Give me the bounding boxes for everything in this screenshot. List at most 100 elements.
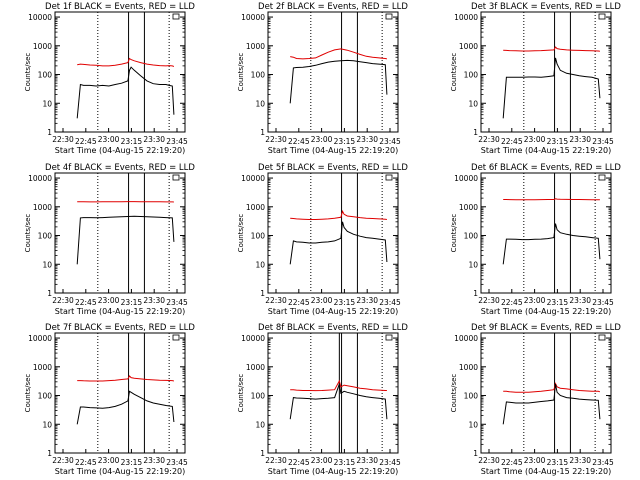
x-tick-label: 23:45 bbox=[379, 458, 401, 467]
x-tick-label: 23:15 bbox=[121, 298, 143, 307]
plot-area-frame bbox=[480, 172, 612, 294]
x-tick-label: 22:45 bbox=[75, 298, 97, 307]
panel-5: Det 5f BLACK = Events, RED = LLD 1 10 100 10… bbox=[237, 163, 408, 316]
x-tick-label: 23:00 bbox=[311, 456, 333, 465]
series-line-lld bbox=[503, 198, 600, 201]
x-tick-label: 22:30 bbox=[265, 135, 287, 144]
panel-4: Det 4f BLACK = Events, RED = LLD 1 10 100 10… bbox=[24, 163, 195, 316]
x-tick-label: 23:15 bbox=[334, 137, 356, 146]
y-tick-label: 1 bbox=[473, 128, 478, 137]
panel-title: Det 7f BLACK = Events, RED = LLD bbox=[45, 323, 195, 333]
x-axis-label: Start Time (04-Aug-15 22:19:20) bbox=[481, 467, 612, 476]
y-tick-label: 10 bbox=[42, 260, 52, 269]
y-tick-label: 1 bbox=[47, 449, 52, 458]
y-axis-label: Counts/sec bbox=[450, 374, 458, 413]
x-tick-label: 23:45 bbox=[166, 137, 188, 146]
y-tick-label: 1000 bbox=[246, 363, 265, 372]
plot-area-frame bbox=[267, 172, 399, 294]
y-tick-label: 1 bbox=[47, 289, 52, 298]
plot-area-frame bbox=[480, 332, 612, 454]
y-tick-label: 1 bbox=[473, 289, 478, 298]
x-tick-label: 23:15 bbox=[121, 458, 143, 467]
y-tick-label: 10000 bbox=[241, 13, 265, 22]
x-tick-label: 23:00 bbox=[524, 296, 546, 305]
series-line-lld bbox=[503, 46, 600, 52]
x-tick-label: 22:30 bbox=[52, 135, 74, 144]
series-line-events bbox=[76, 390, 175, 425]
y-axis-label: Counts/sec bbox=[24, 53, 32, 92]
x-axis-label: Start Time (04-Aug-15 22:19:20) bbox=[268, 146, 399, 155]
y-tick-label: 100 bbox=[251, 392, 266, 401]
series-line-events bbox=[76, 66, 175, 119]
plot-area-frame bbox=[480, 11, 612, 133]
y-tick-label: 10 bbox=[468, 260, 478, 269]
x-tick-label: 23:30 bbox=[143, 135, 165, 144]
x-tick-label: 23:45 bbox=[592, 137, 614, 146]
series-line-events bbox=[502, 223, 601, 265]
x-tick-label: 22:30 bbox=[478, 135, 500, 144]
y-tick-label: 10 bbox=[42, 420, 52, 429]
y-tick-label: 10000 bbox=[454, 13, 478, 22]
series-line-events bbox=[76, 215, 175, 265]
y-tick-label: 1000 bbox=[246, 42, 265, 51]
corner-marker bbox=[598, 174, 606, 181]
series-line-lld bbox=[77, 375, 175, 382]
x-tick-label: 23:30 bbox=[569, 296, 591, 305]
corner-marker bbox=[172, 13, 180, 20]
panel-7: Det 7f BLACK = Events, RED = LLD 1 10 100 10… bbox=[24, 323, 195, 476]
series-line-lld bbox=[503, 382, 601, 393]
y-tick-label: 10 bbox=[468, 99, 478, 108]
series-line-events bbox=[502, 384, 601, 425]
y-tick-label: 1000 bbox=[459, 42, 478, 51]
x-tick-label: 23:00 bbox=[98, 296, 120, 305]
x-tick-label: 23:30 bbox=[356, 456, 378, 465]
y-tick-label: 10000 bbox=[28, 13, 52, 22]
plot-area-frame bbox=[54, 11, 186, 133]
x-tick-label: 23:30 bbox=[356, 296, 378, 305]
panel-title: Det 9f BLACK = Events, RED = LLD bbox=[471, 323, 621, 333]
y-axis-label: Counts/sec bbox=[450, 53, 458, 92]
x-tick-label: 22:45 bbox=[288, 137, 310, 146]
x-tick-label: 23:00 bbox=[311, 296, 333, 305]
x-tick-label: 22:30 bbox=[265, 456, 287, 465]
x-tick-label: 23:00 bbox=[98, 135, 120, 144]
y-tick-label: 100 bbox=[464, 232, 479, 241]
x-tick-label: 23:30 bbox=[569, 456, 591, 465]
series-line-events bbox=[289, 382, 388, 420]
x-tick-label: 23:00 bbox=[524, 135, 546, 144]
panel-1: Det 1f BLACK = Events, RED = LLD 1 10 100 10… bbox=[24, 2, 195, 155]
series-line-lld bbox=[290, 209, 387, 220]
y-tick-label: 10000 bbox=[241, 174, 265, 183]
y-tick-label: 100 bbox=[251, 232, 266, 241]
x-tick-label: 23:15 bbox=[547, 458, 569, 467]
y-tick-label: 1 bbox=[47, 128, 52, 137]
panel-title: Det 5f BLACK = Events, RED = LLD bbox=[258, 163, 408, 173]
panel-9: Det 9f BLACK = Events, RED = LLD 1 10 100 10… bbox=[450, 323, 621, 476]
x-axis-label: Start Time (04-Aug-15 22:19:20) bbox=[268, 307, 399, 316]
x-tick-label: 22:45 bbox=[75, 458, 97, 467]
y-tick-label: 1 bbox=[473, 449, 478, 458]
x-tick-label: 22:45 bbox=[501, 137, 523, 146]
plot-area-frame bbox=[267, 332, 399, 454]
x-tick-label: 23:00 bbox=[98, 456, 120, 465]
x-axis-label: Start Time (04-Aug-15 22:19:20) bbox=[481, 307, 612, 316]
x-tick-label: 22:30 bbox=[52, 456, 74, 465]
x-tick-label: 22:30 bbox=[478, 456, 500, 465]
x-axis-label: Start Time (04-Aug-15 22:19:20) bbox=[268, 467, 399, 476]
x-tick-label: 23:30 bbox=[356, 135, 378, 144]
series-line-events bbox=[502, 57, 601, 119]
x-tick-label: 23:45 bbox=[592, 298, 614, 307]
y-tick-label: 10 bbox=[255, 99, 265, 108]
panel-3: Det 3f BLACK = Events, RED = LLD 1 10 100 10… bbox=[450, 2, 621, 155]
y-tick-label: 1000 bbox=[459, 363, 478, 372]
y-tick-label: 1000 bbox=[33, 203, 52, 212]
panel-title: Det 1f BLACK = Events, RED = LLD bbox=[45, 2, 195, 12]
y-tick-label: 100 bbox=[251, 71, 266, 80]
plot-area-frame bbox=[54, 172, 186, 294]
x-tick-label: 23:30 bbox=[143, 456, 165, 465]
y-tick-label: 10 bbox=[42, 99, 52, 108]
plot-area-frame bbox=[267, 11, 399, 133]
y-tick-label: 100 bbox=[464, 71, 479, 80]
panel-8: Det 8f BLACK = Events, RED = LLD 1 10 100 10… bbox=[237, 323, 408, 476]
